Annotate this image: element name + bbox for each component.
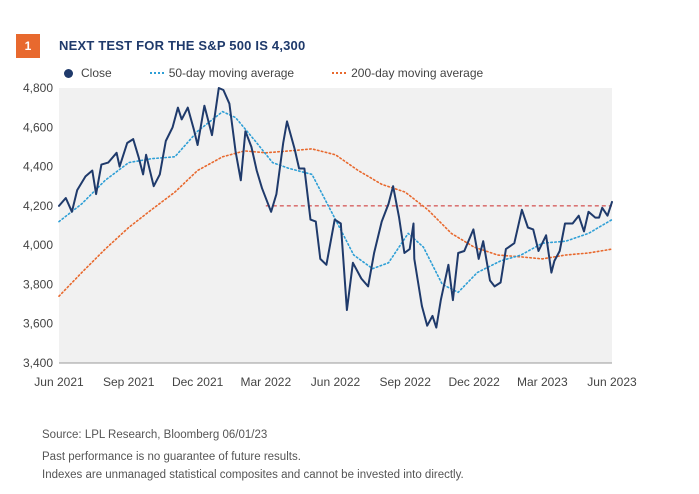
legend-item-ma50: 50-day moving average bbox=[149, 66, 295, 80]
x-tick-label: Jun 2021 bbox=[34, 375, 84, 389]
legend-close-marker bbox=[64, 68, 73, 78]
series-close-line bbox=[58, 87, 613, 329]
plot-area bbox=[59, 88, 612, 363]
legend-ma200-marker bbox=[332, 72, 347, 74]
y-tick-label: 4,800 bbox=[23, 81, 53, 95]
x-tick-label: Jun 2023 bbox=[587, 375, 637, 389]
chart-title: NEXT TEST FOR THE S&P 500 IS 4,300 bbox=[59, 38, 306, 53]
x-tick-label: Jun 2022 bbox=[311, 375, 361, 389]
x-tick-label: Sep 2022 bbox=[379, 375, 431, 389]
figure-number-badge: 1 bbox=[16, 34, 40, 58]
y-tick-label: 3,400 bbox=[23, 356, 53, 370]
x-tick-label: Sep 2021 bbox=[103, 375, 155, 389]
x-tick-label: Mar 2023 bbox=[517, 375, 568, 389]
y-tick-label: 4,200 bbox=[23, 199, 53, 213]
x-tick-label: Mar 2022 bbox=[240, 375, 291, 389]
x-tick-label: Dec 2021 bbox=[172, 375, 224, 389]
legend-item-ma200: 200-day moving average bbox=[332, 66, 483, 80]
y-tick-label: 3,800 bbox=[23, 277, 53, 291]
chart-legend: Close 50-day moving average 200-day movi… bbox=[64, 66, 521, 80]
legend-close-label: Close bbox=[81, 66, 112, 80]
source-note: Source: LPL Research, Bloomberg 06/01/23 bbox=[42, 429, 268, 441]
x-tick-label: Dec 2022 bbox=[448, 375, 500, 389]
legend-ma50-label: 50-day moving average bbox=[168, 66, 295, 80]
y-tick-label: 3,600 bbox=[23, 317, 53, 331]
disclaimer-indexes: Indexes are unmanaged statistical compos… bbox=[42, 469, 464, 481]
legend-ma200-label: 200-day moving average bbox=[351, 66, 484, 80]
y-tick-label: 4,400 bbox=[23, 160, 53, 174]
legend-item-close: Close bbox=[64, 66, 112, 80]
y-tick-label: 4,600 bbox=[23, 120, 53, 134]
legend-ma50-marker bbox=[149, 72, 164, 74]
disclaimer-performance: Past performance is no guarantee of futu… bbox=[42, 451, 301, 463]
series-ma50-line bbox=[58, 110, 613, 294]
y-tick-label: 4,000 bbox=[23, 238, 53, 252]
